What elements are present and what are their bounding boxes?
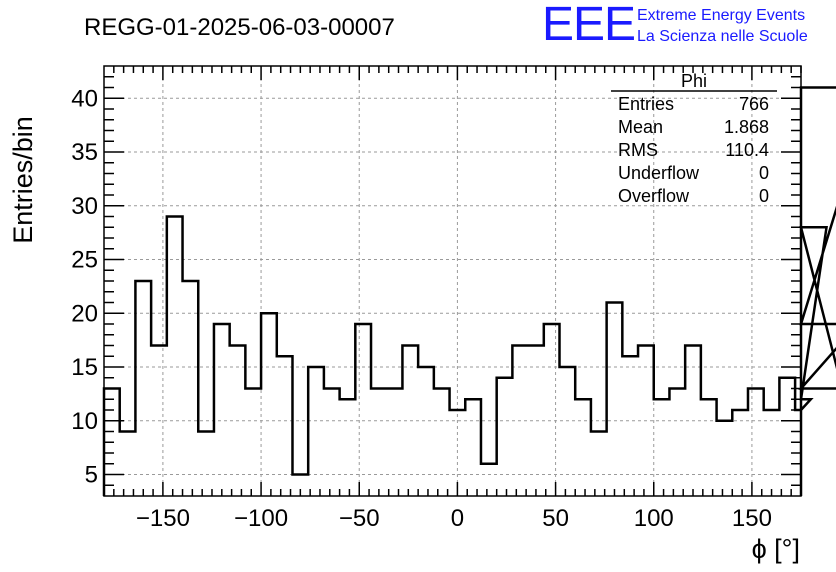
y-tick-label: 30 [71,193,98,220]
x-axis-title: ϕ [°] [752,534,800,564]
histogram-bin [277,356,293,496]
x-tick-label: −100 [234,505,288,532]
y-tick-label: 15 [71,354,98,381]
y-tick-label: 20 [71,300,98,327]
stats-value: 0 [759,163,769,183]
y-tick-label: 25 [71,247,98,274]
x-tick-label: 150 [732,505,772,532]
y-tick-label: 10 [71,408,98,435]
histogram-bin [560,367,576,496]
stats-label: Entries [618,94,674,114]
stats-value: 110.4 [725,140,769,160]
x-tick-label: 50 [542,505,569,532]
stats-label: RMS [618,140,658,160]
stats-title: Phi [681,71,707,91]
histogram-bin [669,389,685,497]
x-tick-labels: −150 −100 −50 0 50 100 150 [136,505,772,532]
histogram-bin [732,410,748,496]
logo-line1: Extreme Energy Events [637,7,805,24]
histogram-bin [120,432,136,497]
y-tick-label: 35 [71,139,98,166]
histogram-bin [245,389,261,497]
stats-value: 1.868 [724,117,769,137]
histogram-bin [779,378,795,496]
histogram-bin [764,410,780,496]
histogram-bin [261,313,277,496]
x-tick-label: 0 [451,505,464,532]
histogram-bin [324,389,340,497]
chart-title: REGG-01-2025-06-03-00007 [84,14,395,41]
stats-value: 766 [739,94,769,114]
histogram-bin [701,399,717,496]
stats-box: Phi Entries 766 Mean 1.868 RMS 110.4 Und… [611,71,777,206]
histogram-bin [591,432,607,497]
logo-line2: La Scienza nelle Scuole [637,28,808,45]
histogram-bin [748,389,764,497]
stats-value: 0 [759,186,769,206]
histogram-bin [575,399,591,496]
histogram-bin [355,324,371,496]
histogram-bin [340,399,356,496]
x-tick-label: −50 [339,505,380,532]
logo-mark: EEE [542,0,635,51]
stats-label: Underflow [618,163,700,183]
histogram-bin [434,389,450,497]
y-axis-title: Entries/bin [8,116,38,244]
y-tick-labels: 5 10 15 20 25 30 35 40 [71,85,98,488]
axis-ticks [104,66,802,496]
histogram-bin [214,324,230,496]
histogram-bin [481,464,497,496]
histogram-outline [102,86,836,496]
histogram-bin [654,399,670,496]
histogram-bin [308,367,324,496]
stats-label: Overflow [618,186,690,206]
grid-lines [104,66,801,496]
histogram-bin [387,389,403,497]
histogram-bin [418,367,434,496]
histogram-bin [167,217,183,497]
histogram-bin [465,399,481,496]
stats-label: Mean [618,117,663,137]
histogram-bin [717,421,733,496]
x-tick-label: −150 [136,505,190,532]
histogram-bin [198,432,214,497]
y-tick-label: 40 [71,85,98,112]
y-tick-label: 5 [85,462,98,489]
histogram-bin [622,356,638,496]
histogram-bin [607,303,623,497]
eee-logo: EEE Extreme Energy Events La Scienza nel… [542,0,808,51]
histogram-bins [104,217,801,497]
histogram-bin [371,389,387,497]
histogram-bin [544,324,560,496]
x-tick-label: 100 [634,505,674,532]
histogram-bin [497,378,513,496]
